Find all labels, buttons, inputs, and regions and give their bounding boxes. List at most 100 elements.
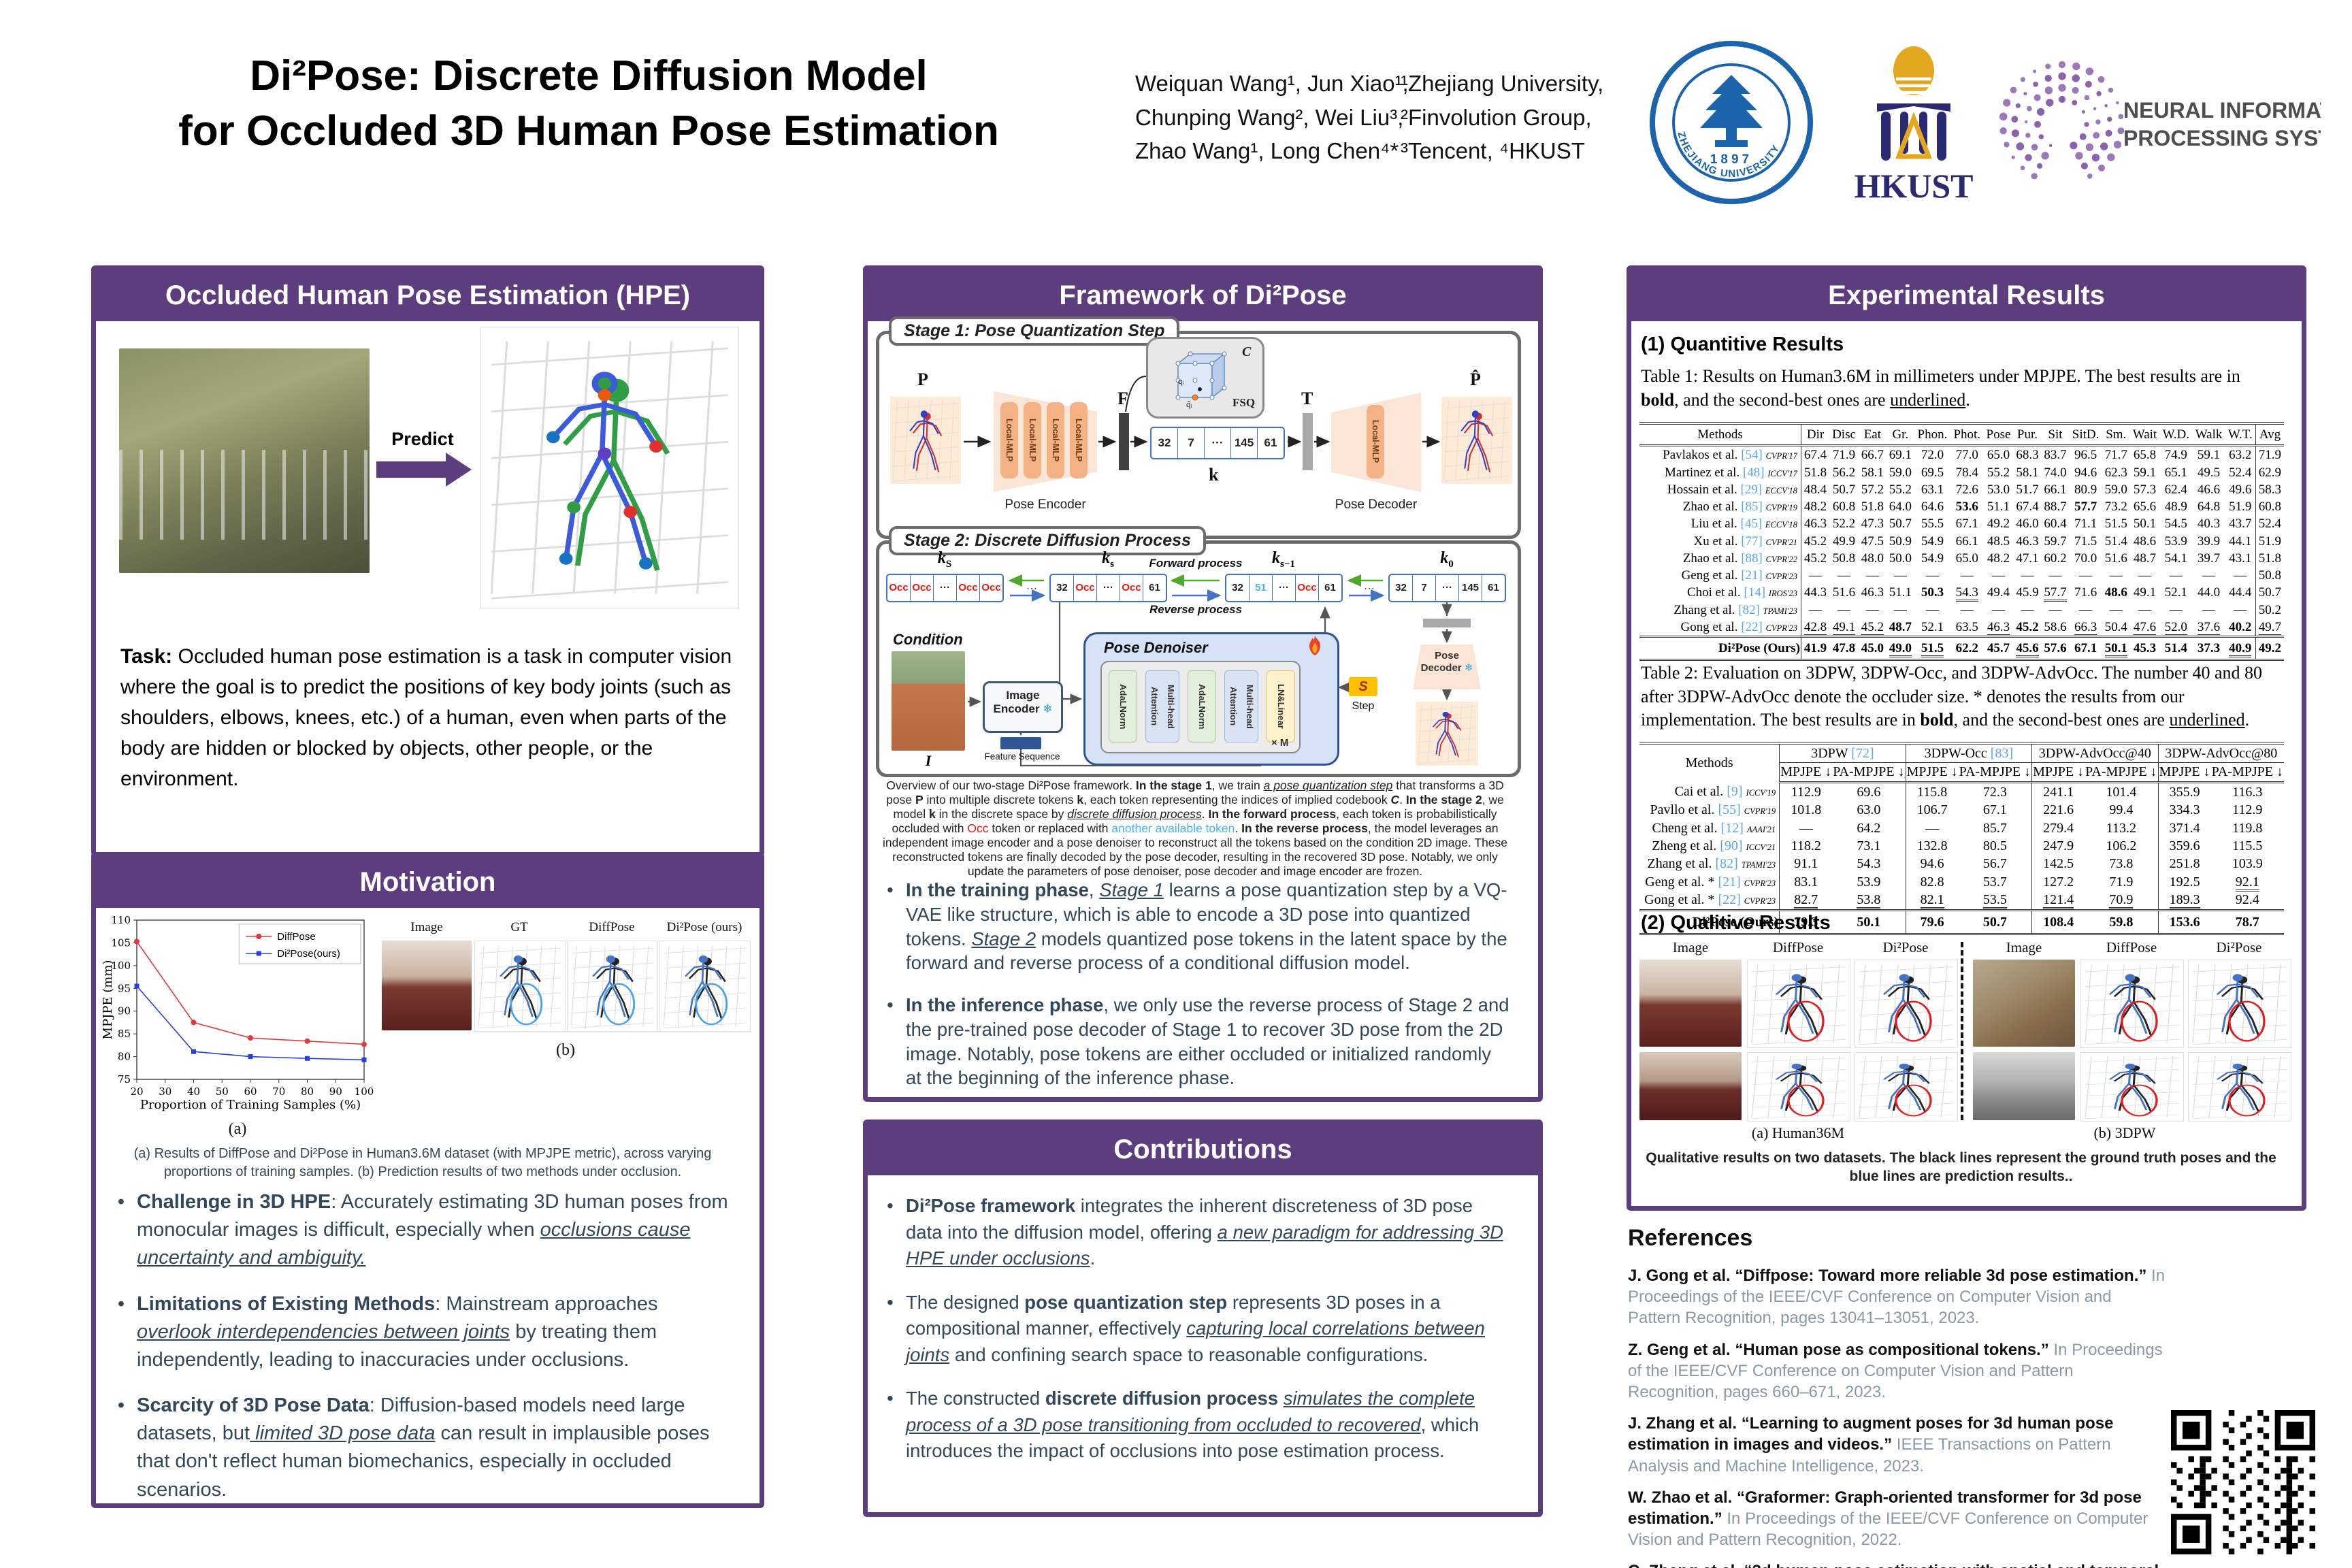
table-cell: Gr. [1886, 423, 1914, 447]
table-cell: 66.1 [2044, 482, 2067, 497]
svg-text:NEURAL INFORMATION: NEURAL INFORMATION [2123, 98, 2321, 122]
table-cell: 74.0 [2044, 465, 2067, 480]
table-cell: 57.6 [2041, 636, 2070, 662]
svg-text:60: 60 [244, 1085, 257, 1098]
table-cell: PA-MPJPE ↓ [1958, 762, 2032, 783]
table-cell: Gong et al. * [22] CVPR'23 [1639, 891, 1780, 911]
table-cell: 53.6 [1955, 500, 1978, 514]
svg-text:PROCESSING SYSTEMS: PROCESSING SYSTEMS [2123, 126, 2321, 150]
text-segment: k [928, 807, 936, 821]
bullet-text: Di²Pose framework integrates the inheren… [906, 1193, 1517, 1272]
predict-label: Predict [391, 429, 454, 449]
table-cell: MPJPE ↓ [1779, 762, 1833, 783]
table-cell: 65.0 [1955, 551, 1978, 566]
text-segment: a pose quantization step [1263, 779, 1393, 792]
table-cell: 67.1 [1982, 802, 2007, 818]
task-description: Task: Occluded human pose estimation is … [120, 641, 733, 794]
qual-photo-3dpw-2 [1973, 1052, 2075, 1120]
token-cell: 61 [1318, 575, 1341, 601]
qual-col-image: Image [1672, 939, 1709, 956]
table-cell: 67.4 [1803, 448, 1827, 463]
table-cell: 49.7 [2255, 618, 2284, 637]
svg-text:70: 70 [272, 1085, 285, 1098]
table-cell: 82.1 [1905, 891, 1959, 911]
table-cell: 49.1 [2133, 585, 2157, 600]
svg-text:95: 95 [118, 982, 131, 994]
table-cell: 79.6 [1905, 909, 1959, 935]
token-cell: Occ [979, 575, 1002, 601]
bullet-dot-icon: • [117, 1394, 125, 1417]
table-cell: 355.9 [2157, 782, 2211, 802]
table-cell: 48.2 [1803, 500, 1827, 514]
multihead-attention-block: Multi-head Attention [1145, 670, 1179, 742]
table-cell: 51.8 [2255, 549, 2284, 568]
svg-text:Di²Pose(ours): Di²Pose(ours) [277, 948, 340, 960]
contributions-bullets: • Di²Pose framework integrates the inhere… [875, 1193, 1517, 1482]
text-segment: : Accurately estimating 3D human poses f… [137, 1191, 728, 1241]
adalnorm-block: AdaLNorm [1109, 670, 1137, 742]
qi-label: qᵢ [1178, 376, 1184, 386]
text-segment: underlined [1890, 389, 1966, 410]
table-cell: — [2109, 602, 2123, 617]
table-cell: 44.1 [2229, 534, 2252, 549]
table-cell: 48.9 [2164, 500, 2187, 514]
table-cell: 46.0 [2016, 517, 2039, 532]
text-segment: that transforms a 3D pose [886, 779, 1504, 806]
table-cell: 99.4 [2109, 802, 2134, 818]
table-row: Geng et al. [21] CVPR'23 — — — — — — — — — — — — — — — 5… [1639, 567, 2284, 585]
text-segment: C [1390, 793, 1400, 806]
table-cell: 359.6 [2157, 836, 2211, 855]
table-cell: 241.1 [2031, 782, 2085, 802]
results-panel-title: Experimental Results [1631, 270, 2302, 321]
text-segment: represents 3D poses in a compositional m… [906, 1291, 1441, 1339]
text-segment: pose quantization step [1024, 1291, 1228, 1313]
affiliation-line: ²Finvolution Group, [1401, 104, 1592, 130]
table-cell: 47.1 [2016, 551, 2039, 566]
table-cell: 52.1 [1921, 619, 1944, 634]
table-cell: 221.6 [2031, 801, 2085, 819]
table-cell: 58.1 [2016, 465, 2039, 480]
table-cell: 83.1 [1779, 872, 1833, 892]
multihead-attention-block: Multi-head Attention [1224, 670, 1258, 742]
table-cell: 334.3 [2157, 801, 2211, 819]
table-cell: 51.8 [1861, 500, 1884, 514]
local-mlp-bar: Local-MLP [1047, 402, 1064, 478]
results-panel: Experimental Results (1) Quantitive Resu… [1627, 265, 2306, 1211]
bullet-item: • Challenge in 3D HPE: Accurately estimat… [105, 1188, 744, 1273]
qr-code[interactable] [2171, 1410, 2315, 1554]
image-encoder-box: Image Encoder ❄ [983, 681, 1063, 733]
occluded-person-photo [119, 348, 370, 573]
qual-col-diffpose: DiffPose [2106, 939, 2157, 956]
svg-text:30: 30 [159, 1085, 172, 1098]
text-segment: Task: [120, 645, 173, 668]
table-cell: — [2138, 602, 2151, 617]
table-cell: 48.4 [1803, 482, 1827, 497]
table-cell: 56.2 [1832, 465, 1856, 480]
table-cell: 127.2 [2031, 872, 2085, 892]
predicted-3d-pose-plot [480, 327, 739, 608]
table-cell: 71.9 [1832, 448, 1856, 463]
table-cell: 54.1 [2164, 551, 2187, 566]
phat-label: P̂ [1470, 370, 1481, 389]
table-cell: 66.7 [1861, 448, 1884, 463]
table-cell: 54.5 [2164, 517, 2187, 532]
svg-text:85: 85 [118, 1028, 131, 1040]
table-cell: 113.2 [2106, 820, 2136, 836]
table-cell: Zheng et al. [90] ICCV'21 [1639, 836, 1780, 855]
pose-plot-phat [1441, 397, 1512, 484]
text-segment: In the stage 1 [1135, 779, 1212, 792]
table-cell: 50.8 [1832, 551, 1856, 566]
fsq-label: FSQ [1232, 396, 1256, 409]
table-cell: 46.6 [2197, 482, 2221, 497]
table-cell: 80.9 [2074, 482, 2097, 497]
table-cell: 69.1 [1889, 448, 1912, 463]
text-segment: learns a pose quantization step by a VQ-… [906, 879, 1507, 949]
token-cell: 61 [1257, 428, 1284, 458]
table-cell: 50.8 [2255, 567, 2284, 585]
text-segment: token or replaced with [988, 821, 1112, 835]
table-cell: 54.3 [1950, 584, 1983, 602]
table-cell: 45.2 [1803, 551, 1827, 566]
local-mlp-bar: Local-MLP [1367, 405, 1384, 478]
table-cell: 53.8 [1832, 891, 1906, 910]
framework-panel-title: Framework of Di²Pose [868, 270, 1538, 321]
